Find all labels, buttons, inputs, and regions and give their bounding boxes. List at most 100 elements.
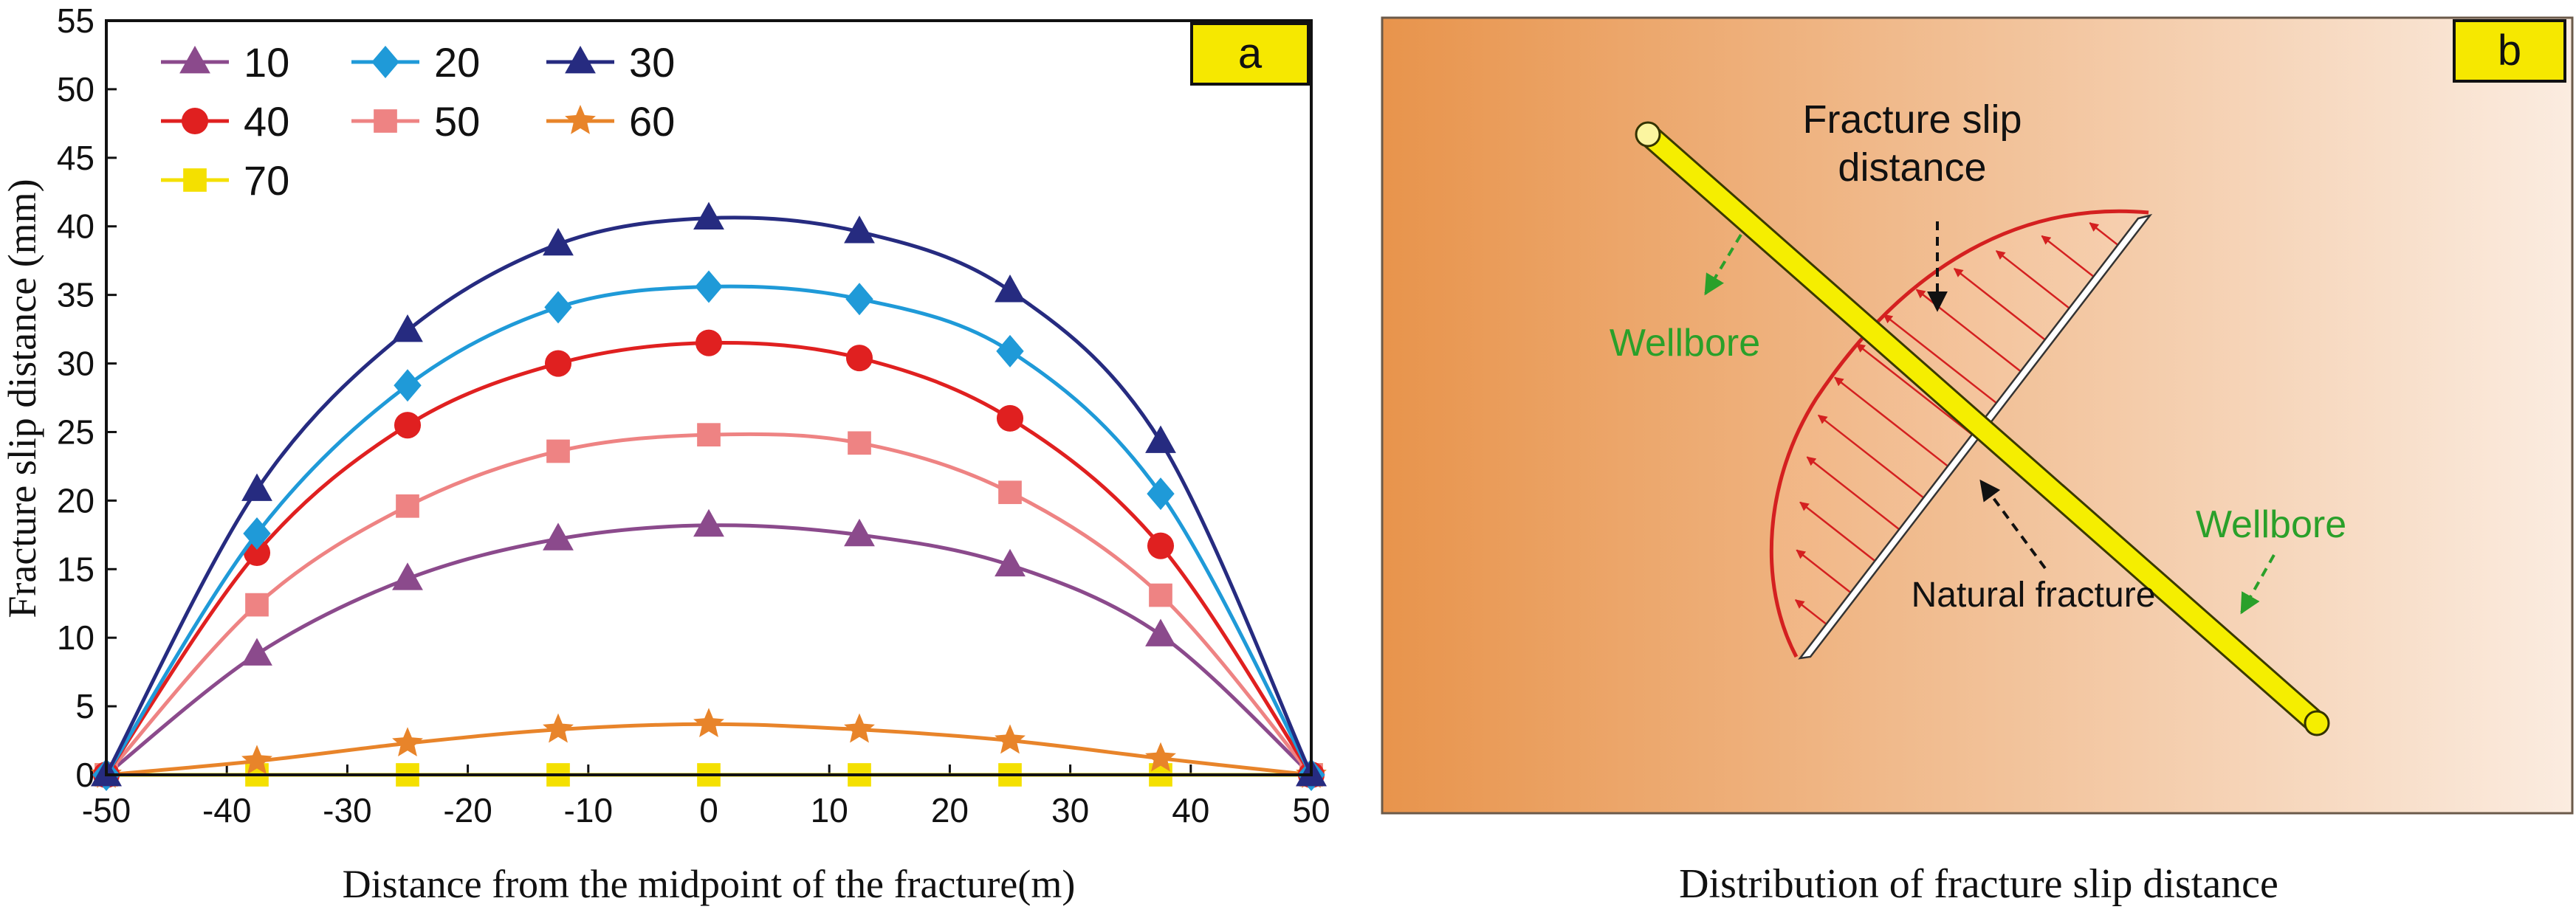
- y-tick-label: 25: [57, 413, 95, 451]
- y-tick-label: 15: [57, 550, 95, 588]
- data-point-60: [1145, 742, 1176, 772]
- series-50: [95, 423, 1323, 787]
- legend-marker-10: [179, 46, 210, 74]
- slip-arrows: [1794, 222, 2121, 625]
- data-point-30: [1145, 425, 1176, 453]
- slip-arrow: [1799, 501, 1876, 562]
- x-tick-label: 0: [699, 791, 718, 829]
- data-point-10: [693, 508, 724, 537]
- slip-arrow: [2041, 235, 2097, 280]
- legend-label-40: 40: [244, 98, 289, 145]
- data-point-50: [245, 593, 269, 617]
- x-tick-labels: -50 -40 -30 -20 -10 0 10 20 30 40 50: [82, 791, 1330, 829]
- data-point-30: [543, 227, 574, 256]
- legend-label-10: 10: [244, 39, 289, 86]
- data-point-60: [693, 708, 724, 738]
- wellbore: [1635, 121, 2330, 736]
- natural-fracture-label: Natural fracture: [1912, 576, 2156, 615]
- y-tick-label: 35: [57, 276, 95, 314]
- data-point-60: [543, 713, 574, 743]
- slip-distance-curve: [1769, 209, 2149, 658]
- data-point-30: [995, 275, 1026, 303]
- legend-marker-50: [374, 109, 397, 133]
- data-point-20: [1147, 477, 1175, 511]
- y-tick-label: 30: [57, 345, 95, 383]
- slip-arrow: [1855, 343, 1974, 436]
- data-point-10: [1145, 618, 1176, 646]
- data-point-20: [996, 334, 1024, 367]
- x-tick-label: 10: [811, 791, 848, 829]
- slip-arrow: [1817, 414, 1925, 500]
- data-point-40: [1147, 532, 1175, 559]
- panel-a-tag-box: [1190, 22, 1310, 86]
- wellbore-end-top: [1635, 121, 1661, 148]
- y-tick-label: 5: [75, 687, 95, 725]
- wellbore-left-label: Wellbore: [1610, 322, 1760, 365]
- panel-b-tag-box: [2453, 19, 2566, 83]
- legend-label-30: 30: [629, 39, 675, 86]
- data-point-60: [844, 713, 875, 743]
- slip-distance-label-line2: distance: [1838, 145, 1986, 190]
- legend-item-40: 40: [161, 98, 289, 145]
- slip-arrow: [1995, 250, 2072, 311]
- legend-marker-30: [565, 46, 596, 74]
- data-point-30: [392, 314, 423, 342]
- x-tick-label: -10: [564, 791, 613, 829]
- y-tick-label: 55: [57, 1, 95, 40]
- x-tick-label: 40: [1172, 791, 1209, 829]
- series-layer: [91, 201, 1327, 791]
- slip-arrow: [1834, 376, 1950, 468]
- data-point-60: [392, 727, 423, 757]
- natural-fracture-arrow: [1979, 479, 2047, 570]
- series-line-10: [105, 523, 1313, 776]
- legend-label-50: 50: [434, 98, 480, 145]
- data-point-10: [844, 518, 875, 547]
- data-point-40: [695, 329, 723, 356]
- x-tick-label: -30: [323, 791, 371, 829]
- legend-item-20: 20: [351, 39, 480, 86]
- wellbore-right-arrow: [2240, 554, 2276, 615]
- data-point-10: [543, 522, 574, 551]
- legend-item-60: 60: [546, 98, 675, 145]
- legend-label-20: 20: [434, 39, 480, 86]
- legend-marker-20: [371, 46, 399, 78]
- data-point-30: [844, 215, 875, 244]
- y-tick-labels: 0 5 10 15 20 25 30 35 40 45 50 55: [57, 1, 95, 794]
- data-point-40: [996, 404, 1024, 432]
- y-axis-label: Fracture slip distance (mm): [0, 179, 44, 618]
- slip-arrow: [1796, 549, 1852, 593]
- data-point-50: [697, 423, 721, 447]
- x-tick-label: 50: [1292, 791, 1330, 829]
- plot-frame: [105, 19, 1313, 776]
- wellbore-left-arrow: [1704, 233, 1742, 296]
- data-point-20: [544, 291, 572, 324]
- legend-marker-70: [183, 168, 207, 192]
- slip-arrow: [1953, 268, 2047, 342]
- data-point-30: [693, 201, 724, 229]
- diagram-caption: Distribution of fracture slip distance: [1679, 861, 2278, 907]
- slip-arrow: [1806, 456, 1900, 531]
- legend-marker-40: [181, 107, 209, 135]
- legend-item-50: 50: [351, 98, 480, 145]
- slip-arrow: [1794, 599, 1827, 625]
- x-tick-label: -40: [202, 791, 251, 829]
- y-tick-label: 50: [57, 70, 95, 108]
- series-10: [91, 508, 1327, 787]
- data-point-20: [394, 369, 422, 402]
- y-tick-label: 20: [57, 481, 95, 520]
- data-point-10: [995, 548, 1026, 577]
- data-point-30: [241, 473, 272, 501]
- legend-item-30: 30: [546, 39, 675, 86]
- data-point-10: [392, 562, 423, 590]
- chart-panel-a: 0 5 10 15 20 25 30 35 40 45 50 55 -50 -40 -30 -20 -10 0 1…: [0, 1, 1330, 906]
- data-point-10: [241, 638, 272, 666]
- data-point-20: [243, 517, 271, 550]
- data-point-40: [394, 412, 422, 439]
- data-point-40: [243, 539, 271, 567]
- data-point-50: [998, 480, 1022, 505]
- legend-marker-60: [565, 105, 596, 134]
- x-tick-label: -50: [82, 791, 131, 829]
- data-point-40: [544, 350, 572, 377]
- data-point-20: [695, 270, 723, 303]
